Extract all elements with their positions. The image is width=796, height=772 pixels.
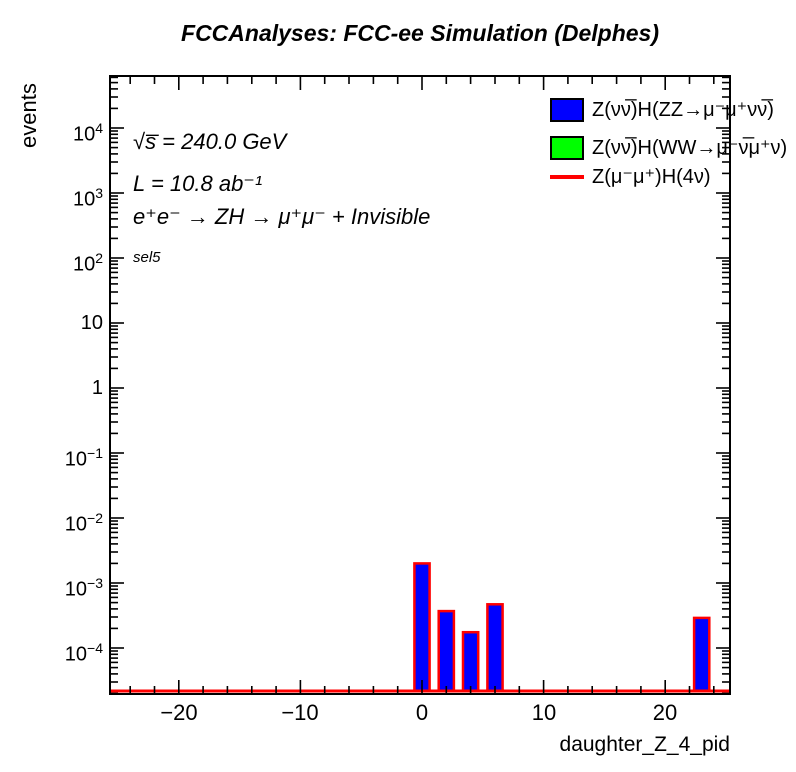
plot-title: FCCAnalyses: FCC-ee Simulation (Delphes) xyxy=(181,20,659,46)
y-tick-label: 10−3 xyxy=(64,575,103,601)
legend-label-ww: Z(νν̅)H(WW→μ⁻ν̅μ⁺ν) xyxy=(592,137,788,159)
y-tick-label: 103 xyxy=(72,185,103,211)
legend-line-signal xyxy=(550,175,584,179)
y-axis-title: events xyxy=(16,83,41,148)
histogram-bar xyxy=(461,630,480,693)
x-tick-label: 10 xyxy=(531,700,557,725)
plot-frame xyxy=(109,75,731,695)
x-tick-label: −10 xyxy=(281,700,319,725)
y-tick-label: 10−2 xyxy=(64,510,103,536)
y-tick-label: 10−4 xyxy=(64,640,103,666)
y-tick-label: 104 xyxy=(72,120,103,146)
x-tick-label: −20 xyxy=(160,700,198,725)
annotation-selection: sel5 xyxy=(133,249,161,266)
y-tick-label: 10−1 xyxy=(64,445,103,471)
histogram-bar xyxy=(486,603,504,693)
histogram-bar xyxy=(413,562,431,693)
x-axis-title: daughter_Z_4_pid xyxy=(559,733,730,756)
y-tick-label: 10 xyxy=(80,312,103,334)
annotation-process: e⁺e⁻ → ZH → μ⁺μ⁻ + Invisible xyxy=(133,204,431,229)
y-tick-label: 102 xyxy=(72,250,103,276)
histogram-bar xyxy=(692,616,711,693)
legend-label-signal: Z(μ⁻μ⁺)H(4ν) xyxy=(592,166,711,188)
x-tick-label: 0 xyxy=(415,700,429,725)
histogram-bar xyxy=(437,609,456,693)
legend-swatch-ww xyxy=(550,136,584,160)
annotation-luminosity: L = 10.8 ab⁻¹ xyxy=(133,171,263,196)
legend-label-zz: Z(νν̅)H(ZZ→μ⁻μ⁺νν̅) xyxy=(592,99,774,121)
x-tick-label: 20 xyxy=(652,700,678,725)
y-tick-label: 1 xyxy=(91,377,103,399)
legend-swatch-zz xyxy=(550,98,584,122)
annotation-sqrt-s: √s̅ = 240.0 GeV xyxy=(133,129,287,154)
